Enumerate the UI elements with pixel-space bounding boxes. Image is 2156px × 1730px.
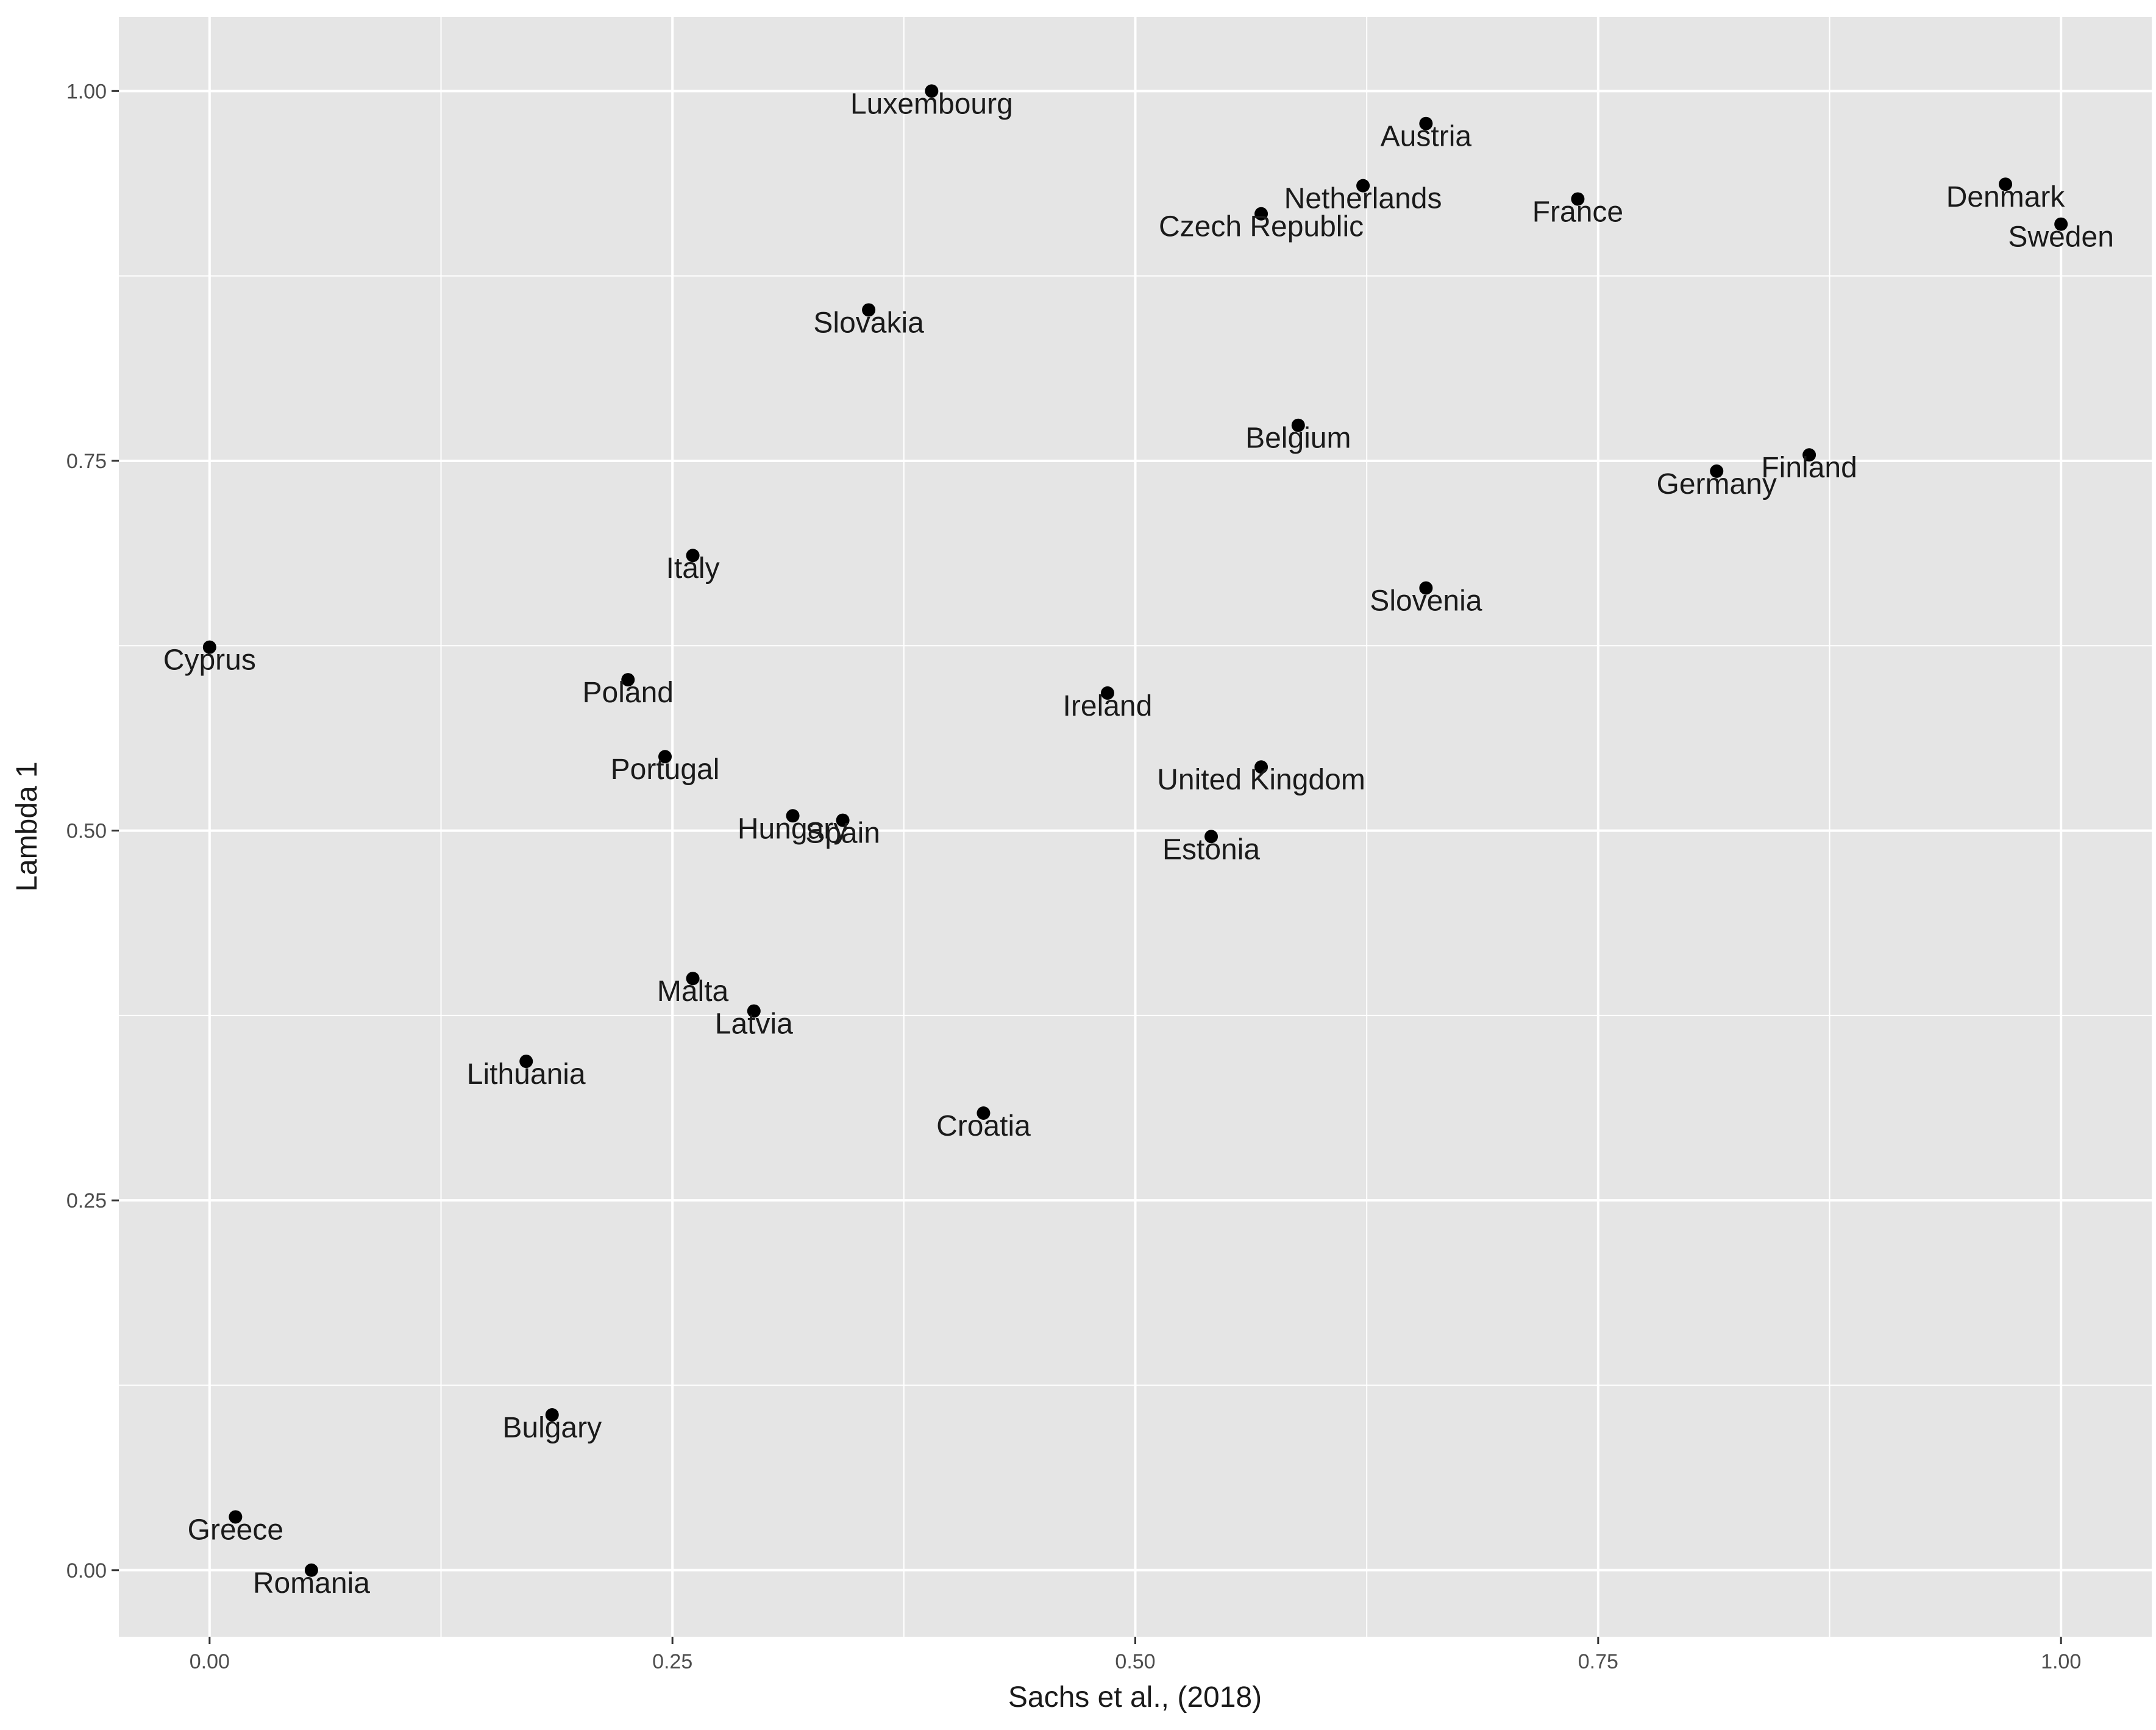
data-point bbox=[786, 809, 800, 823]
point-label: Belgium bbox=[1245, 422, 1351, 455]
point-label: Ireland bbox=[1063, 690, 1153, 722]
data-point bbox=[747, 1004, 761, 1018]
data-point bbox=[977, 1106, 991, 1120]
data-point bbox=[1571, 192, 1585, 206]
point-label: Slovakia bbox=[813, 307, 924, 339]
point-label: United Kingdom bbox=[1157, 764, 1365, 796]
data-point bbox=[686, 549, 700, 563]
data-point bbox=[519, 1055, 533, 1069]
y-axis: 0.00 0.25 0.50 0.75 1.00 bbox=[66, 80, 119, 1582]
data-point bbox=[229, 1510, 243, 1524]
y-tick-label: 0.00 bbox=[66, 1559, 107, 1582]
data-point bbox=[1254, 207, 1268, 221]
point-label: Slovenia bbox=[1370, 585, 1482, 618]
y-tick-label: 0.75 bbox=[66, 450, 107, 473]
y-tick-label: 0.25 bbox=[66, 1189, 107, 1212]
point-label: Estonia bbox=[1162, 833, 1260, 866]
x-tick-label: 1.00 bbox=[2041, 1650, 2081, 1673]
data-point bbox=[304, 1563, 318, 1577]
point-label: Luxembourg bbox=[850, 88, 1013, 120]
x-tick-label: 0.25 bbox=[652, 1650, 692, 1673]
data-point bbox=[1999, 177, 2013, 191]
data-point bbox=[1356, 179, 1370, 193]
x-tick-label: 0.50 bbox=[1115, 1650, 1155, 1673]
data-point bbox=[1100, 686, 1114, 700]
point-label: Cyprus bbox=[163, 644, 256, 677]
data-point bbox=[862, 303, 876, 317]
point-label: Bulgary bbox=[502, 1412, 602, 1444]
data-points bbox=[202, 84, 2068, 1577]
x-axis: 0.00 0.25 0.50 0.75 1.00 bbox=[190, 1637, 2081, 1673]
point-label: Italy bbox=[666, 552, 720, 585]
point-label: Spain bbox=[805, 817, 880, 850]
point-label: Greece bbox=[188, 1514, 283, 1546]
point-label: Austria bbox=[1381, 121, 1472, 153]
data-point bbox=[1254, 760, 1268, 774]
data-point bbox=[1802, 448, 1816, 462]
point-label: Denmark bbox=[1946, 181, 2066, 213]
data-point bbox=[621, 673, 635, 687]
x-axis-title: Sachs et al., (2018) bbox=[1008, 1681, 1262, 1714]
data-point bbox=[545, 1408, 559, 1422]
point-label: Hungary bbox=[738, 813, 848, 845]
data-point bbox=[1204, 830, 1219, 844]
data-point bbox=[686, 972, 700, 986]
data-point bbox=[658, 750, 672, 764]
point-label: Czech Republic bbox=[1159, 211, 1364, 243]
data-point bbox=[836, 813, 850, 827]
point-label: Lithuania bbox=[467, 1058, 586, 1091]
x-tick-label: 0.00 bbox=[190, 1650, 230, 1673]
data-point bbox=[1419, 116, 1433, 130]
point-label: Croatia bbox=[936, 1110, 1031, 1142]
data-point bbox=[1710, 464, 1724, 478]
data-point bbox=[925, 84, 939, 98]
x-tick-label: 0.75 bbox=[1578, 1650, 1618, 1673]
data-point bbox=[2054, 217, 2068, 231]
data-point bbox=[202, 640, 216, 654]
point-label: Finland bbox=[1761, 452, 1857, 484]
y-tick-label: 1.00 bbox=[66, 80, 107, 103]
point-label: Portugal bbox=[611, 753, 720, 786]
point-label: Sweden bbox=[2008, 221, 2113, 254]
y-axis-title: Lambda 1 bbox=[11, 761, 43, 892]
point-label: Latvia bbox=[715, 1008, 793, 1041]
y-tick-label: 0.50 bbox=[66, 820, 107, 843]
point-label: Poland bbox=[583, 677, 674, 709]
data-point bbox=[1419, 581, 1433, 595]
data-point bbox=[1291, 418, 1305, 432]
point-label: Germany bbox=[1657, 468, 1777, 500]
point-label: Netherlands bbox=[1284, 183, 1442, 215]
point-label: France bbox=[1532, 196, 1623, 228]
point-label: Malta bbox=[657, 975, 729, 1008]
point-label: Romania bbox=[253, 1567, 370, 1600]
grid-major bbox=[119, 17, 2152, 1637]
